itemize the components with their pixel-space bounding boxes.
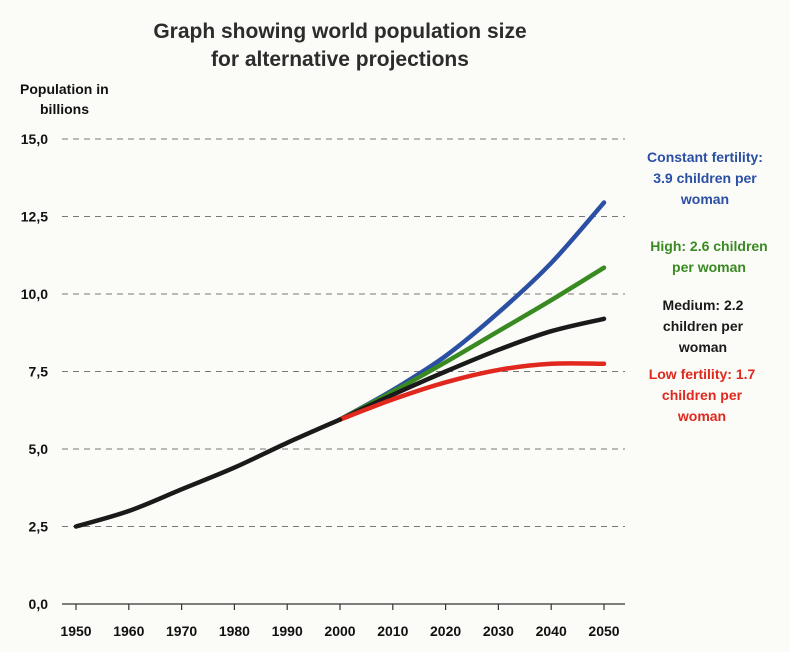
chart-title-line: for alternative projections xyxy=(211,48,469,71)
constant-fertility-label: woman xyxy=(680,191,729,207)
chart-title: Graph showing world population size for a… xyxy=(153,20,526,71)
x-tick-label: 2010 xyxy=(377,623,408,639)
high-fertility-line xyxy=(337,265,607,422)
medium-fertility-label: children per xyxy=(663,318,744,334)
y-tick-label: 0,0 xyxy=(29,596,49,612)
x-tick-label: 1970 xyxy=(166,623,197,639)
constant-fertility-line xyxy=(337,200,607,422)
x-tick-label: 2040 xyxy=(536,623,567,639)
constant-fertility-label: Constant fertility: xyxy=(647,149,763,165)
x-tick-label: 2020 xyxy=(430,623,461,639)
y-tick-labels: 0,0 2,5 5,0 7,5 10,0 12,5 15,0 xyxy=(21,131,48,612)
low-fertility-line xyxy=(337,361,607,422)
x-tick-label: 1980 xyxy=(219,623,250,639)
historical-line xyxy=(73,417,343,529)
y-tick-label: 2,5 xyxy=(29,519,49,535)
low-fertility-label: children per xyxy=(662,387,743,403)
gridlines xyxy=(62,138,625,527)
y-tick-label: 5,0 xyxy=(29,441,49,457)
chart-title-line: Graph showing world population size xyxy=(153,20,526,43)
x-tick-label: 1950 xyxy=(60,623,91,639)
series-annotations: Constant fertility: 3.9 children per woman… xyxy=(647,149,768,424)
x-tick-label: 1990 xyxy=(272,623,303,639)
y-axis-label-line: Population in xyxy=(20,81,109,97)
x-tick-label: 1960 xyxy=(113,623,144,639)
high-fertility-label: High: 2.6 children xyxy=(650,238,767,254)
low-fertility-label: woman xyxy=(677,408,726,424)
constant-fertility-label: 3.9 children per xyxy=(653,170,757,186)
medium-fertility-label: woman xyxy=(678,339,727,355)
y-tick-label: 10,0 xyxy=(21,286,48,302)
medium-fertility-line xyxy=(337,316,607,422)
x-tick-labels: 1950 1960 1970 1980 1990 2000 2010 2020 2030 2040… xyxy=(60,623,619,639)
y-tick-label: 12,5 xyxy=(21,209,48,225)
low-fertility-label: Low fertility: 1.7 xyxy=(649,366,756,382)
x-axis xyxy=(62,603,625,610)
x-tick-label: 2050 xyxy=(588,623,619,639)
high-fertility-label: per woman xyxy=(672,259,746,275)
x-tick-label: 2030 xyxy=(483,623,514,639)
y-tick-label: 7,5 xyxy=(29,364,49,380)
y-axis-label: Population in billions xyxy=(20,81,109,117)
x-tick-label: 2000 xyxy=(324,623,355,639)
medium-fertility-label: Medium: 2.2 xyxy=(663,297,744,313)
y-axis-label-line: billions xyxy=(40,101,89,117)
y-tick-label: 15,0 xyxy=(21,131,48,147)
series-lines xyxy=(73,200,607,529)
